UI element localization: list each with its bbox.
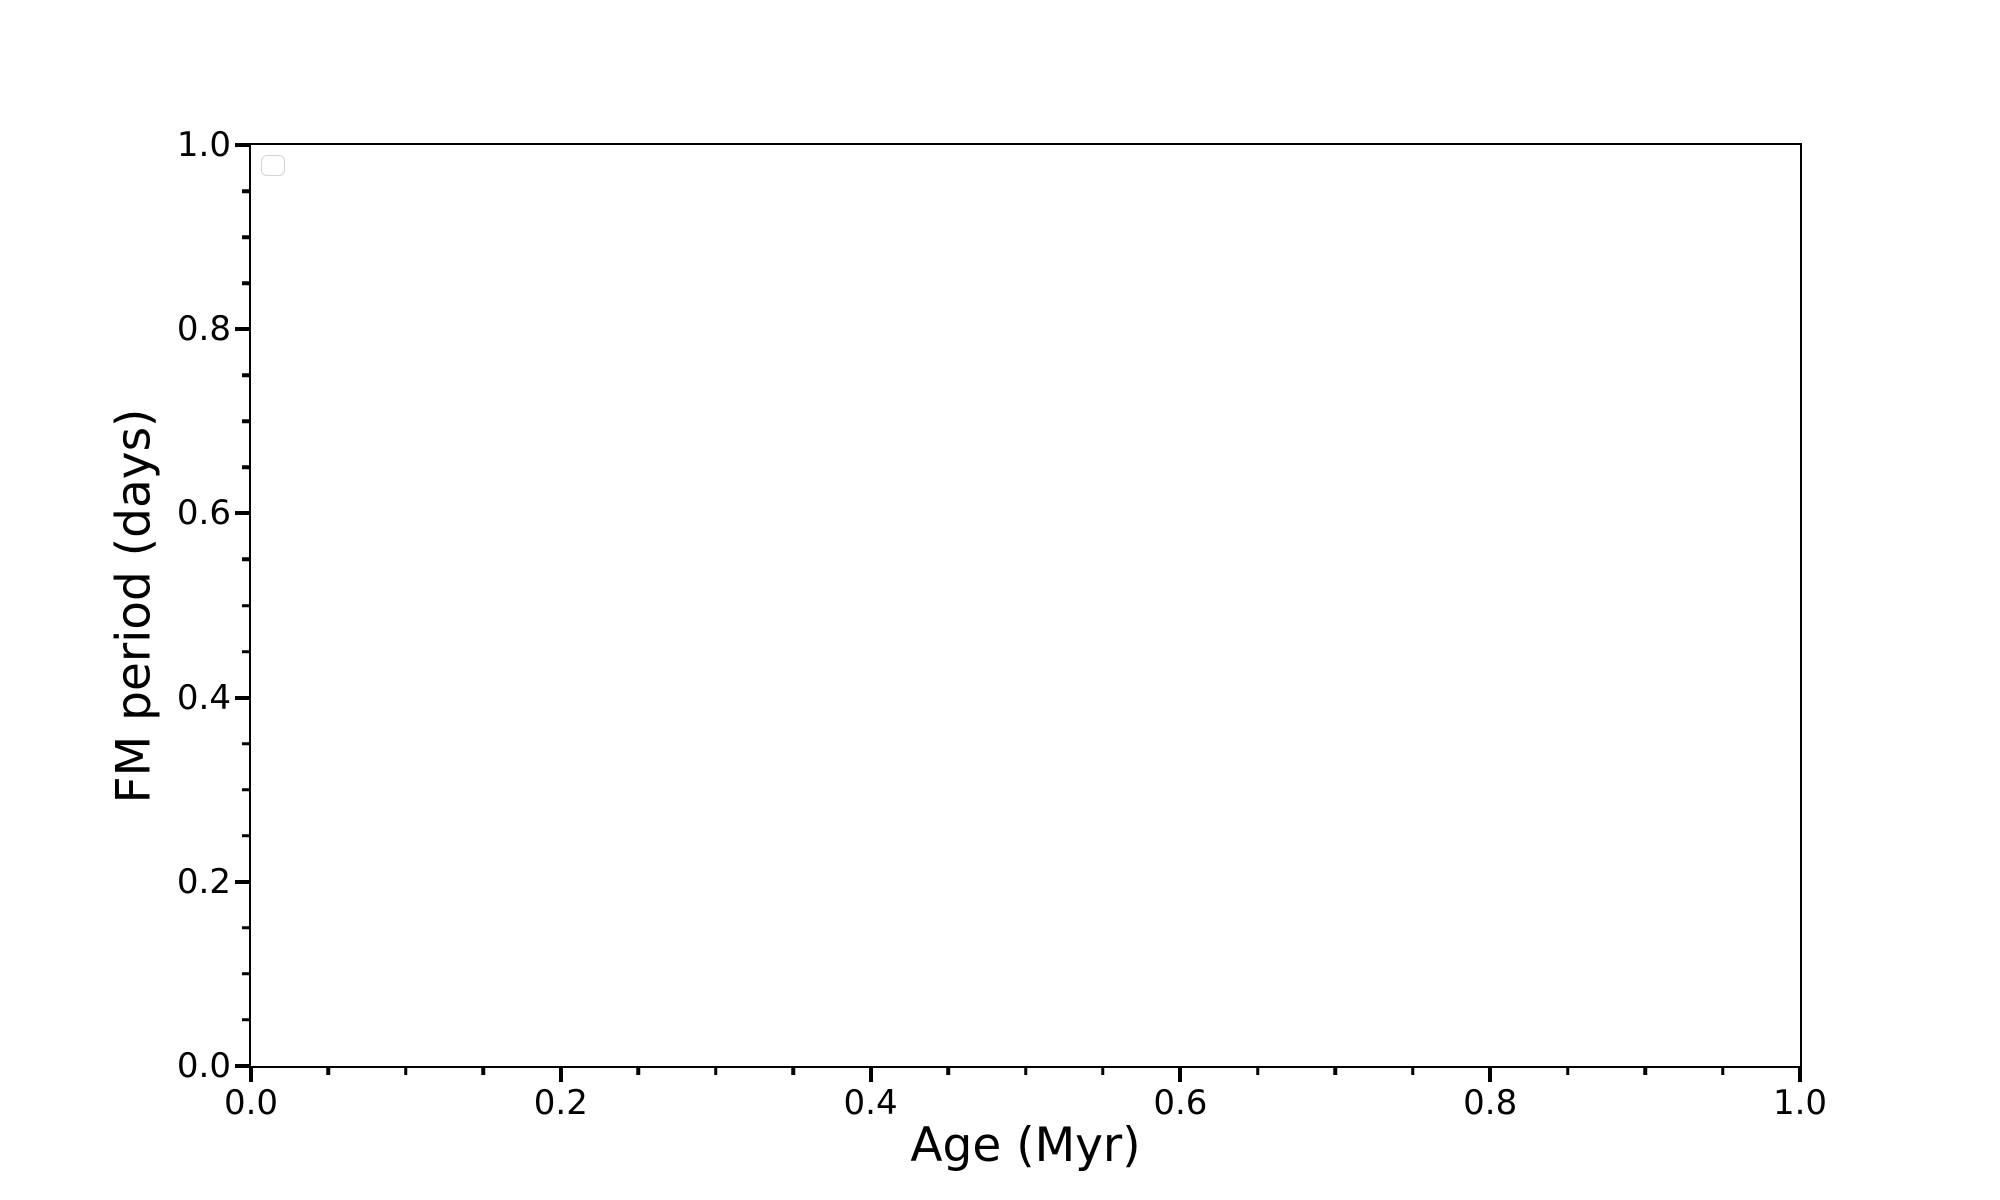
y-minor-tick [242, 787, 251, 792]
y-major-tick [235, 695, 251, 700]
y-minor-tick [242, 235, 251, 239]
x-minor-tick [1101, 1066, 1105, 1075]
y-minor-tick [242, 557, 251, 562]
x-major-tick [1178, 1066, 1183, 1082]
x-major-tick [249, 1066, 253, 1082]
x-minor-tick [636, 1066, 640, 1075]
x-minor-tick [1643, 1066, 1647, 1075]
y-tick-label: 0.4 [176, 677, 231, 718]
y-minor-tick [242, 1018, 251, 1022]
x-major-tick [868, 1066, 873, 1082]
x-tick-label: 0.0 [223, 1083, 279, 1123]
x-minor-tick [326, 1066, 331, 1075]
y-major-tick [235, 1064, 251, 1068]
x-minor-tick [1023, 1066, 1028, 1075]
x-minor-tick [481, 1066, 486, 1075]
x-minor-tick [713, 1066, 718, 1075]
y-minor-tick [242, 419, 251, 424]
x-tick-label: 0.8 [1463, 1083, 1518, 1123]
y-minor-tick [242, 649, 251, 654]
x-minor-tick [946, 1066, 950, 1075]
x-minor-tick [1333, 1066, 1338, 1075]
x-major-tick [558, 1066, 563, 1082]
x-major-tick [1798, 1066, 1802, 1082]
x-minor-tick [1256, 1066, 1260, 1075]
y-minor-tick [242, 603, 251, 608]
legend-box [261, 155, 285, 176]
y-tick-label: 0.2 [176, 861, 231, 902]
y-minor-tick [242, 926, 251, 930]
y-tick-label: 1.0 [176, 125, 231, 165]
y-minor-tick [242, 834, 251, 838]
y-major-tick [235, 143, 251, 147]
x-minor-tick [791, 1066, 795, 1075]
x-minor-tick [1720, 1066, 1725, 1075]
x-tick-label: 0.6 [1153, 1083, 1208, 1123]
y-major-tick [235, 511, 251, 516]
y-tick-label: 0.8 [176, 309, 231, 350]
y-axis-label: FM period (days) [106, 408, 162, 803]
x-tick-label: 0.2 [533, 1083, 588, 1123]
x-major-tick [1488, 1066, 1493, 1082]
y-minor-tick [242, 972, 251, 976]
y-major-tick [235, 327, 251, 332]
y-minor-tick [242, 281, 251, 285]
x-axis-label: Age (Myr) [910, 1118, 1141, 1173]
x-minor-tick [404, 1066, 408, 1075]
y-minor-tick [242, 465, 251, 470]
x-tick-label: 1.0 [1772, 1083, 1828, 1123]
x-minor-tick [1411, 1066, 1415, 1075]
x-tick-label: 0.4 [843, 1083, 898, 1123]
plot-area: 0.0 0.2 0.4 0.6 0.8 1.0 0.0 0.2 0.4 0.6 0.8 1.0 Age… [107, 128, 1828, 1169]
y-minor-tick [242, 189, 251, 193]
y-tick-label: 0.0 [176, 1046, 231, 1086]
y-tick-label: 0.6 [176, 493, 231, 534]
x-minor-tick [1565, 1066, 1570, 1075]
y-minor-tick [242, 741, 251, 746]
y-minor-tick [242, 373, 251, 377]
y-major-tick [235, 879, 251, 884]
